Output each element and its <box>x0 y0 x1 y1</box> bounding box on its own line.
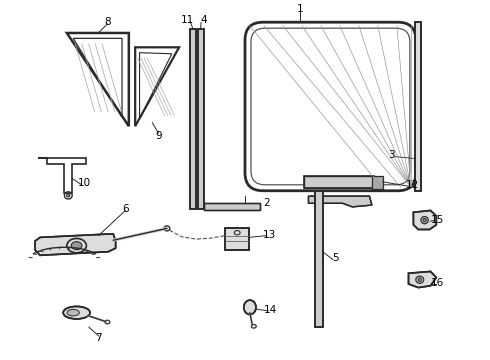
Bar <box>190 30 196 209</box>
Text: 12: 12 <box>406 180 419 190</box>
Bar <box>415 22 421 191</box>
Text: 6: 6 <box>122 204 129 214</box>
Polygon shape <box>414 211 436 229</box>
Bar <box>225 228 249 250</box>
Bar <box>225 228 249 250</box>
Text: 11: 11 <box>181 15 195 26</box>
Bar <box>190 30 196 209</box>
Text: 10: 10 <box>77 178 91 188</box>
Text: 2: 2 <box>264 198 270 208</box>
Text: 9: 9 <box>155 131 162 141</box>
Bar <box>372 176 383 189</box>
Text: 4: 4 <box>200 15 207 26</box>
Text: 16: 16 <box>431 278 444 288</box>
Text: 13: 13 <box>263 230 276 239</box>
Text: 3: 3 <box>388 150 395 160</box>
Bar <box>197 30 203 209</box>
Ellipse shape <box>418 278 421 282</box>
Ellipse shape <box>67 310 79 316</box>
Bar <box>315 191 322 327</box>
Bar <box>203 203 260 210</box>
Ellipse shape <box>67 194 70 197</box>
Text: 8: 8 <box>104 17 111 27</box>
Polygon shape <box>308 196 372 207</box>
Ellipse shape <box>423 219 426 222</box>
Text: 7: 7 <box>95 333 102 343</box>
Bar <box>415 22 421 191</box>
Polygon shape <box>35 234 116 255</box>
Text: 14: 14 <box>264 305 277 315</box>
Bar <box>203 203 260 210</box>
Ellipse shape <box>71 242 82 249</box>
Ellipse shape <box>244 300 256 315</box>
Bar <box>304 176 374 188</box>
Bar <box>197 30 203 209</box>
Bar <box>315 191 322 327</box>
Ellipse shape <box>63 306 90 319</box>
Polygon shape <box>409 271 436 288</box>
Text: 1: 1 <box>296 4 303 14</box>
Text: 5: 5 <box>332 253 339 263</box>
Text: 15: 15 <box>431 215 444 225</box>
Bar <box>304 176 374 188</box>
